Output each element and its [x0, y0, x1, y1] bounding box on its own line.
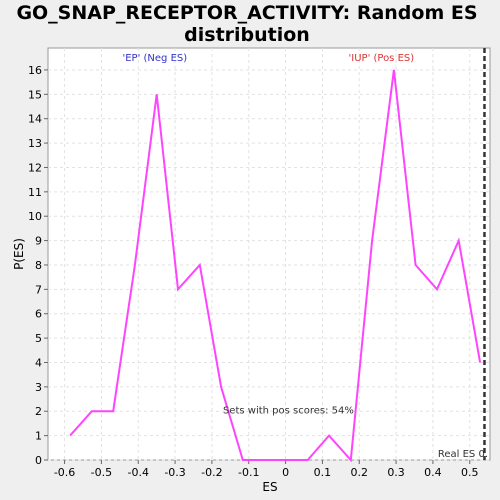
y-tick-label: 12: [28, 161, 42, 174]
es-distribution-line: [69, 69, 482, 463]
y-tick-label: 7: [35, 283, 42, 296]
plot-area: [47, 47, 491, 461]
y-tick-label: 11: [28, 186, 42, 199]
x-tick-label: -0.3: [164, 466, 185, 479]
y-tick-label: 6: [35, 308, 42, 321]
y-tick-label: 0: [35, 454, 42, 467]
annotations: 'EP' (Neg ES) 'IUP' (Pos ES) Sets with pos…: [122, 53, 488, 460]
x-tick-label: -0.2: [201, 466, 222, 479]
x-tick-label: -0.6: [54, 466, 75, 479]
y-axis-label: P(ES): [12, 238, 26, 270]
y-tick-label: 5: [35, 332, 42, 345]
y-tick-label: 14: [28, 113, 42, 126]
x-tick-label: 0.2: [350, 466, 368, 479]
real-es-label: Real ES 0.: [438, 449, 488, 460]
series-layer: [69, 48, 486, 463]
y-tick-label: 10: [28, 210, 42, 223]
y-tick-label: 15: [28, 88, 42, 101]
x-tick-label: 0.4: [424, 466, 442, 479]
y-tick-label: 9: [35, 235, 42, 248]
y-tick-label: 3: [35, 381, 42, 394]
x-tick-label: -0.5: [91, 466, 112, 479]
x-tick-label: 0.3: [387, 466, 405, 479]
chart-title-line-2: distribution: [184, 24, 310, 46]
x-tick-label: 0.5: [461, 466, 479, 479]
neg-es-label: 'EP' (Neg ES): [122, 53, 187, 64]
x-tick-label: -0.4: [128, 466, 149, 479]
y-tick-label: 4: [35, 356, 42, 369]
x-tick-label: -0.1: [238, 466, 259, 479]
y-tick-label: 13: [28, 137, 42, 150]
y-tick-label: 8: [35, 259, 42, 272]
pos-scores-note: Sets with pos scores: 54%: [223, 406, 354, 417]
y-tick-label: 2: [35, 405, 42, 418]
y-tick-label: 1: [35, 430, 42, 443]
chart-title-line-1: GO_SNAP_RECEPTOR_ACTIVITY: Random ES: [16, 2, 477, 24]
pos-es-label: 'IUP' (Pos ES): [349, 53, 415, 64]
y-tick-label: 16: [28, 64, 42, 77]
x-tick-label: 0.1: [314, 466, 332, 479]
x-axis-label: ES: [262, 480, 277, 494]
x-axis: -0.6 -0.5 -0.4 -0.3 -0.2 -0.1 0 0.1 0.2 0.3 0.4 0.5: [54, 460, 479, 479]
grid: [48, 48, 490, 461]
x-tick-label: 0: [282, 466, 289, 479]
